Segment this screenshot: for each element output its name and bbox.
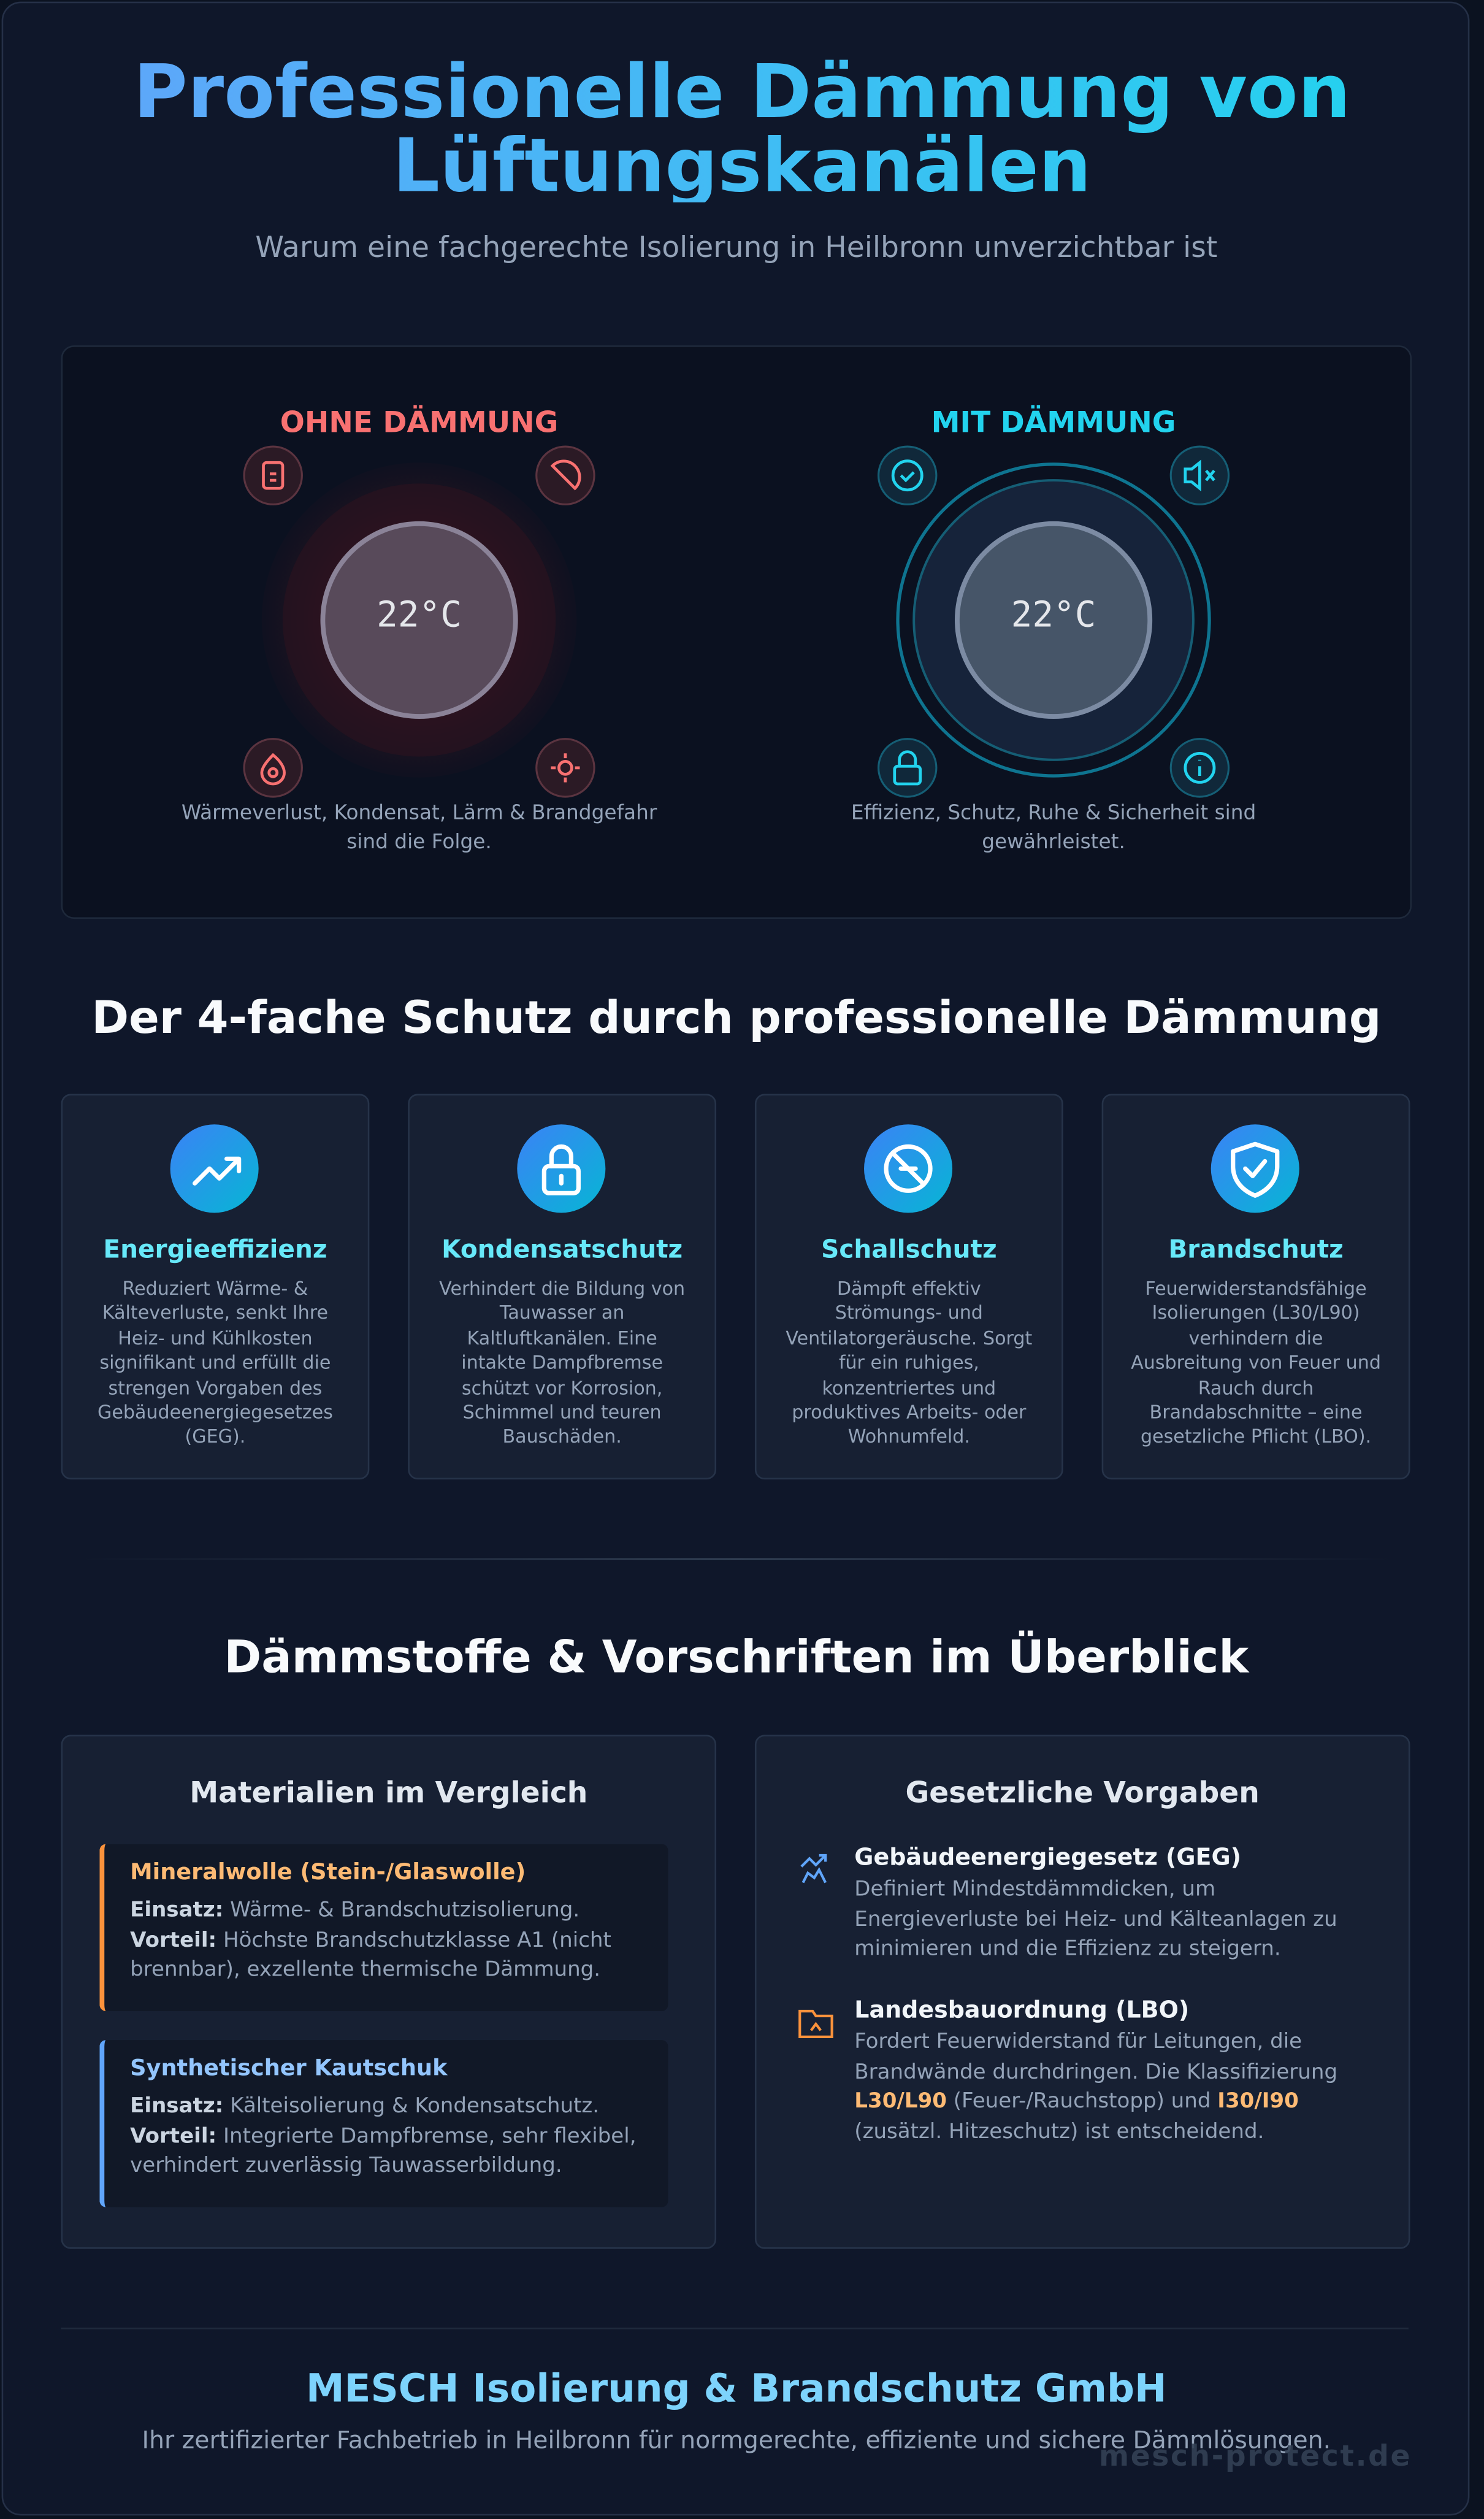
regulations-panel (754, 1735, 1410, 2249)
panel-title: Gesetzliche Vorgaben (905, 1776, 1260, 1811)
regulation-title: Gebäudeenergiegesetz (GEG) (854, 1846, 1242, 1872)
panel-title: Materialien im Vergleich (189, 1776, 588, 1811)
feature-title: Kondensatschutz (442, 1235, 683, 1265)
subtitle: Warum eine fachgerechte Isolierung in He… (255, 231, 1218, 266)
material-benefit: Vorteil: Integrierte Dampfbremse, sehr f… (130, 2123, 668, 2182)
duct-circle (320, 521, 518, 719)
watermark: mesch-protect.de (1098, 2440, 1412, 2474)
insulation-ring (896, 462, 1211, 778)
temperature: 22°C (1011, 596, 1096, 637)
footer-line (61, 2327, 1409, 2329)
section-title: Dämmstoffe & Vorschriften im Überblick (224, 1630, 1249, 1684)
cyan-icon-glyphs (891, 459, 1216, 786)
feature-text: Verhindert die Bildung von Tauwasser an … (439, 1277, 686, 1448)
feature-text: Dämpft effektiv Strömungs- und Ventilato… (786, 1277, 1033, 1448)
value: Kälteisolierung & Kondensatschutz. (230, 2095, 600, 2119)
regulation: Gebäudeenergiegesetz (GEG) Definiert Mind… (854, 1846, 1376, 1965)
tagline: Ihr zertifizierter Fachbetrieb in Heilbr… (142, 2425, 1331, 2455)
feature-title: Energieeffizienz (103, 1235, 327, 1265)
with-heading: MIT DÄMMUNG (931, 406, 1176, 440)
regulation: Landesbauordnung (LBO) Fordert Feuerwider… (854, 1998, 1376, 2148)
title: Professionelle Dämmung von Lüftungskanäl… (67, 55, 1417, 202)
feature-glyph (884, 1144, 933, 1193)
feature-glyph (1231, 1141, 1280, 1198)
feature-glyph (541, 1144, 581, 1195)
feature-glyph (193, 1156, 242, 1186)
material-benefit: Vorteil: Höchste Brandschutzklasse A1 (n… (130, 1927, 668, 1986)
temperature: 22°C (377, 596, 462, 637)
material-box: Synthetischer Kautschuk Einsatz: Kälteiso… (99, 2040, 668, 2207)
company: MESCH Isolierung & Brandschutz GmbH (306, 2366, 1167, 2412)
text: (Feuer-/Rauchstopp) und (946, 2090, 1218, 2114)
label: Einsatz: (130, 1898, 224, 1923)
value: Höchste Brandschutzklasse A1 (nicht bren… (130, 1928, 611, 1982)
label: Einsatz: (130, 2095, 224, 2119)
regulation-title: Landesbauordnung (LBO) (854, 1998, 1190, 2024)
text: (zusätzl. Hitzeschutz) ist entscheidend. (854, 2119, 1264, 2144)
feature-title: Brandschutz (1168, 1235, 1344, 1265)
regulation-text: Definiert Mindestdämmdicken, um Energiev… (854, 1876, 1376, 1965)
section-title: Der 4-fache Schutz durch professionelle … (91, 991, 1382, 1045)
without-heading: OHNE DÄMMUNG (280, 406, 559, 440)
label: Vorteil: (130, 1928, 217, 1953)
feature-title: Schallschutz (821, 1235, 997, 1265)
material-box: Mineralwolle (Stein-/Glaswolle) Einsatz: … (99, 1844, 668, 2011)
highlight: L30/L90 (854, 2090, 947, 2114)
feature-text: Reduziert Wärme- & Kälteverluste, senkt … (97, 1277, 333, 1448)
feature-icon (517, 1124, 606, 1213)
highlight: I30/I90 (1217, 2090, 1299, 2114)
material-name: Mineralwolle (Stein-/Glaswolle) (130, 1860, 526, 1886)
value: Wärme- & Brandschutzisolierung. (230, 1898, 580, 1923)
feature-icon (1211, 1124, 1299, 1213)
duct-circle (954, 521, 1153, 719)
red-icon-glyphs (260, 459, 581, 786)
value: Integrierte Dampfbremse, sehr flexibel, … (130, 2124, 637, 2179)
without-caption: Wärmeverlust, Kondensat, Lärm & Brandgef… (181, 800, 657, 853)
text: Fordert Feuerwiderstand für Leitungen, d… (854, 2030, 1338, 2085)
feature-icon (864, 1124, 953, 1213)
regulation-icons (798, 1854, 833, 2038)
material-name: Synthetischer Kautschuk (130, 2056, 448, 2082)
comparison-graphic (243, 445, 1230, 798)
text: Definiert Mindestdämmdicken, um Energiev… (854, 1877, 1337, 1961)
feature-text: Feuerwiderstandsfähige Isolierungen (L30… (1131, 1277, 1381, 1448)
material-usage: Einsatz: Kälteisolierung & Kondensatschu… (130, 2093, 668, 2123)
material-usage: Einsatz: Wärme- & Brandschutzisolierung. (130, 1897, 668, 1927)
feature-icon (170, 1124, 259, 1213)
separator (80, 1558, 1393, 1560)
label: Vorteil: (130, 2124, 217, 2149)
with-caption: Effizienz, Schutz, Ruhe & Sicherheit sin… (851, 800, 1256, 853)
regulation-text: Fordert Feuerwiderstand für Leitungen, d… (854, 2029, 1376, 2148)
